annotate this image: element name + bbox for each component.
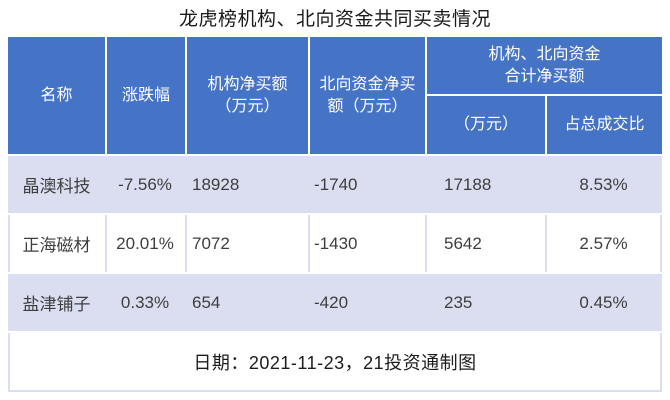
cell-combined-net: 5642 [425,215,545,272]
cell-northbound-net: -420 [314,292,349,312]
cell-stock-name: 晶澳科技 [22,177,91,196]
cell-change-pct: -7.56% [118,174,172,194]
header-name: 名称 [8,37,105,154]
page-title: 龙虎榜机构、北向资金共同买卖情况 [178,9,491,30]
cell-change-pct: 20.01% [105,215,185,272]
cell-combined-net: 17188 [444,174,492,194]
table-row: 晶澳科技 -7.56% 18928 -1740 17188 8.53% [8,156,662,213]
cell-change-pct: 0.33% [120,292,170,312]
cell-stock-name: 盐津铺子 [22,295,91,314]
header-institution-net-buy: 机构净买额 （万元） [187,37,308,154]
header-change: 涨跌幅 [107,37,185,154]
table-footer: 日期：2021-11-23，21投资通制图 [8,333,662,392]
cell-turnover-ratio: 0.45% [579,292,628,312]
cell-northbound-net: -1430 [308,215,425,272]
cell-institution-net: 654 [192,292,221,312]
cell-institution-net: 18928 [192,174,240,194]
cell-stock-name: 正海磁材 [22,236,91,255]
cell-turnover-ratio: 8.53% [579,174,628,194]
header-combined-group: 机构、北向资金 合计净买额 [427,37,662,94]
header-combined-amount: （万元） [427,96,545,154]
cell-institution-net: 7072 [185,215,308,272]
table-row: 正海磁材 20.01% 7072 -1430 5642 2.57% [8,215,662,272]
header-northbound-net-buy: 北向资金净买 额（万元） [310,37,425,154]
table-row: 盐津铺子 0.33% 654 -420 235 0.45% [8,274,662,331]
footer-caption: 日期：2021-11-23，21投资通制图 [193,352,477,373]
cell-turnover-ratio: 2.57% [545,215,662,272]
cell-northbound-net: -1740 [314,174,358,194]
cell-combined-net: 235 [444,292,473,312]
data-table: 名称 涨跌幅 机构净买额 （万元） 北向资金净买 额（万元） 机构、北向资金 合… [8,37,662,392]
header-combined-ratio: 占总成交比 [547,96,662,154]
table-header: 名称 涨跌幅 机构净买额 （万元） 北向资金净买 额（万元） 机构、北向资金 合… [8,37,662,154]
